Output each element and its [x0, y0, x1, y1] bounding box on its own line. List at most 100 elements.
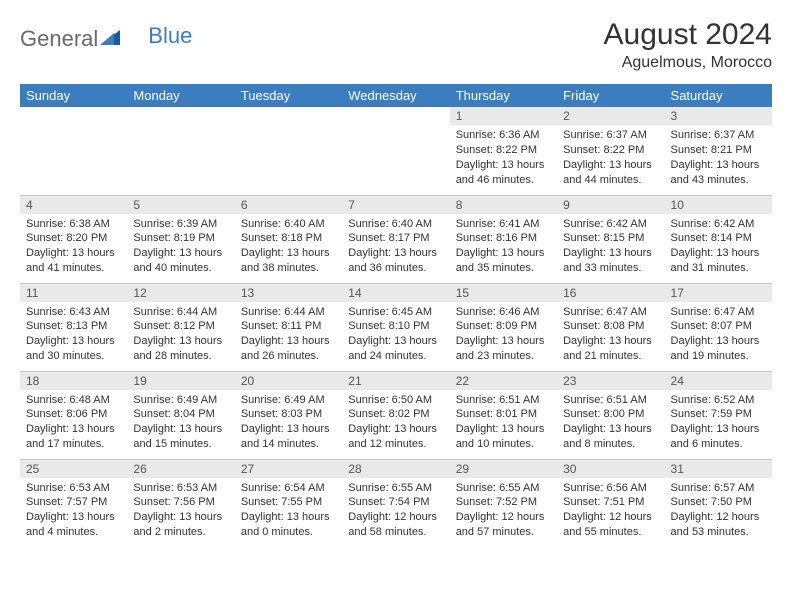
day-number: 27: [235, 460, 342, 478]
day-details: Sunrise: 6:39 AMSunset: 8:19 PMDaylight:…: [127, 214, 234, 280]
day-details: Sunrise: 6:47 AMSunset: 8:08 PMDaylight:…: [557, 302, 664, 368]
day-details: Sunrise: 6:45 AMSunset: 8:10 PMDaylight:…: [342, 302, 449, 368]
calendar-cell: 22Sunrise: 6:51 AMSunset: 8:01 PMDayligh…: [450, 371, 557, 459]
day-number: 26: [127, 460, 234, 478]
day-number: 7: [342, 196, 449, 214]
calendar-cell: [127, 107, 234, 195]
day-details: Sunrise: 6:40 AMSunset: 8:18 PMDaylight:…: [235, 214, 342, 280]
daylight-line: Daylight: 13 hours and 6 minutes.: [671, 422, 766, 452]
sunset-line: Sunset: 8:02 PM: [348, 407, 443, 422]
day-number: 6: [235, 196, 342, 214]
sunset-line: Sunset: 8:18 PM: [241, 231, 336, 246]
sunset-line: Sunset: 8:13 PM: [26, 319, 121, 334]
day-number: 28: [342, 460, 449, 478]
sunrise-line: Sunrise: 6:37 AM: [563, 128, 658, 143]
calendar-cell: 20Sunrise: 6:49 AMSunset: 8:03 PMDayligh…: [235, 371, 342, 459]
day-number: 3: [665, 107, 772, 125]
logo-text-blue: Blue: [148, 23, 192, 49]
day-details: Sunrise: 6:47 AMSunset: 8:07 PMDaylight:…: [665, 302, 772, 368]
sunset-line: Sunset: 8:11 PM: [241, 319, 336, 334]
sunset-line: Sunset: 8:12 PM: [133, 319, 228, 334]
day-number: 18: [20, 372, 127, 390]
sunrise-line: Sunrise: 6:40 AM: [241, 217, 336, 232]
day-details: Sunrise: 6:44 AMSunset: 8:11 PMDaylight:…: [235, 302, 342, 368]
day-number: 2: [557, 107, 664, 125]
calendar-cell: 13Sunrise: 6:44 AMSunset: 8:11 PMDayligh…: [235, 283, 342, 371]
daylight-line: Daylight: 13 hours and 0 minutes.: [241, 510, 336, 540]
day-number: 8: [450, 196, 557, 214]
sunrise-line: Sunrise: 6:39 AM: [133, 217, 228, 232]
day-details: Sunrise: 6:42 AMSunset: 8:14 PMDaylight:…: [665, 214, 772, 280]
daylight-line: Daylight: 13 hours and 17 minutes.: [26, 422, 121, 452]
day-number: 25: [20, 460, 127, 478]
day-details: Sunrise: 6:49 AMSunset: 8:04 PMDaylight:…: [127, 390, 234, 456]
calendar-cell: 26Sunrise: 6:53 AMSunset: 7:56 PMDayligh…: [127, 459, 234, 547]
daylight-line: Daylight: 13 hours and 36 minutes.: [348, 246, 443, 276]
day-number: 30: [557, 460, 664, 478]
sunrise-line: Sunrise: 6:56 AM: [563, 481, 658, 496]
sunrise-line: Sunrise: 6:49 AM: [133, 393, 228, 408]
daylight-line: Daylight: 13 hours and 41 minutes.: [26, 246, 121, 276]
day-details: Sunrise: 6:51 AMSunset: 8:01 PMDaylight:…: [450, 390, 557, 456]
sunset-line: Sunset: 7:59 PM: [671, 407, 766, 422]
day-details: Sunrise: 6:56 AMSunset: 7:51 PMDaylight:…: [557, 478, 664, 544]
sunset-line: Sunset: 8:04 PM: [133, 407, 228, 422]
daylight-line: Daylight: 12 hours and 58 minutes.: [348, 510, 443, 540]
sunrise-line: Sunrise: 6:37 AM: [671, 128, 766, 143]
sunrise-line: Sunrise: 6:50 AM: [348, 393, 443, 408]
daylight-line: Daylight: 13 hours and 28 minutes.: [133, 334, 228, 364]
day-details: Sunrise: 6:49 AMSunset: 8:03 PMDaylight:…: [235, 390, 342, 456]
sunset-line: Sunset: 8:16 PM: [456, 231, 551, 246]
calendar-cell: 6Sunrise: 6:40 AMSunset: 8:18 PMDaylight…: [235, 195, 342, 283]
calendar-cell: 7Sunrise: 6:40 AMSunset: 8:17 PMDaylight…: [342, 195, 449, 283]
calendar-cell: 8Sunrise: 6:41 AMSunset: 8:16 PMDaylight…: [450, 195, 557, 283]
day-number: 10: [665, 196, 772, 214]
sunrise-line: Sunrise: 6:51 AM: [456, 393, 551, 408]
day-details: Sunrise: 6:46 AMSunset: 8:09 PMDaylight:…: [450, 302, 557, 368]
sunrise-line: Sunrise: 6:57 AM: [671, 481, 766, 496]
sunrise-line: Sunrise: 6:52 AM: [671, 393, 766, 408]
sunset-line: Sunset: 8:15 PM: [563, 231, 658, 246]
daylight-line: Daylight: 13 hours and 44 minutes.: [563, 158, 658, 188]
sunset-line: Sunset: 8:14 PM: [671, 231, 766, 246]
weekday-header: Tuesday: [235, 84, 342, 107]
daylight-line: Daylight: 13 hours and 40 minutes.: [133, 246, 228, 276]
calendar-cell: 27Sunrise: 6:54 AMSunset: 7:55 PMDayligh…: [235, 459, 342, 547]
day-details: Sunrise: 6:52 AMSunset: 7:59 PMDaylight:…: [665, 390, 772, 456]
day-number: 9: [557, 196, 664, 214]
calendar-cell: 28Sunrise: 6:55 AMSunset: 7:54 PMDayligh…: [342, 459, 449, 547]
daylight-line: Daylight: 13 hours and 26 minutes.: [241, 334, 336, 364]
day-details: Sunrise: 6:57 AMSunset: 7:50 PMDaylight:…: [665, 478, 772, 544]
calendar-cell: 21Sunrise: 6:50 AMSunset: 8:02 PMDayligh…: [342, 371, 449, 459]
sunset-line: Sunset: 8:20 PM: [26, 231, 121, 246]
calendar-cell: 1Sunrise: 6:36 AMSunset: 8:22 PMDaylight…: [450, 107, 557, 195]
calendar-cell: 23Sunrise: 6:51 AMSunset: 8:00 PMDayligh…: [557, 371, 664, 459]
day-number: 17: [665, 284, 772, 302]
day-number: 29: [450, 460, 557, 478]
sunset-line: Sunset: 7:54 PM: [348, 495, 443, 510]
day-details: Sunrise: 6:55 AMSunset: 7:52 PMDaylight:…: [450, 478, 557, 544]
sunrise-line: Sunrise: 6:51 AM: [563, 393, 658, 408]
daylight-line: Daylight: 13 hours and 31 minutes.: [671, 246, 766, 276]
day-number: 19: [127, 372, 234, 390]
day-number: 24: [665, 372, 772, 390]
sunrise-line: Sunrise: 6:44 AM: [133, 305, 228, 320]
calendar-cell: 11Sunrise: 6:43 AMSunset: 8:13 PMDayligh…: [20, 283, 127, 371]
day-details: Sunrise: 6:50 AMSunset: 8:02 PMDaylight:…: [342, 390, 449, 456]
calendar-table: SundayMondayTuesdayWednesdayThursdayFrid…: [20, 84, 772, 547]
sunset-line: Sunset: 8:08 PM: [563, 319, 658, 334]
day-details: Sunrise: 6:37 AMSunset: 8:22 PMDaylight:…: [557, 125, 664, 191]
daylight-line: Daylight: 13 hours and 33 minutes.: [563, 246, 658, 276]
calendar-cell: [20, 107, 127, 195]
page-title: August 2024: [604, 18, 772, 52]
calendar-cell: 19Sunrise: 6:49 AMSunset: 8:04 PMDayligh…: [127, 371, 234, 459]
daylight-line: Daylight: 13 hours and 10 minutes.: [456, 422, 551, 452]
calendar-cell: 15Sunrise: 6:46 AMSunset: 8:09 PMDayligh…: [450, 283, 557, 371]
calendar-cell: 5Sunrise: 6:39 AMSunset: 8:19 PMDaylight…: [127, 195, 234, 283]
sunset-line: Sunset: 7:50 PM: [671, 495, 766, 510]
sunset-line: Sunset: 8:19 PM: [133, 231, 228, 246]
sunrise-line: Sunrise: 6:46 AM: [456, 305, 551, 320]
daylight-line: Daylight: 13 hours and 23 minutes.: [456, 334, 551, 364]
day-number: 22: [450, 372, 557, 390]
sunset-line: Sunset: 7:57 PM: [26, 495, 121, 510]
